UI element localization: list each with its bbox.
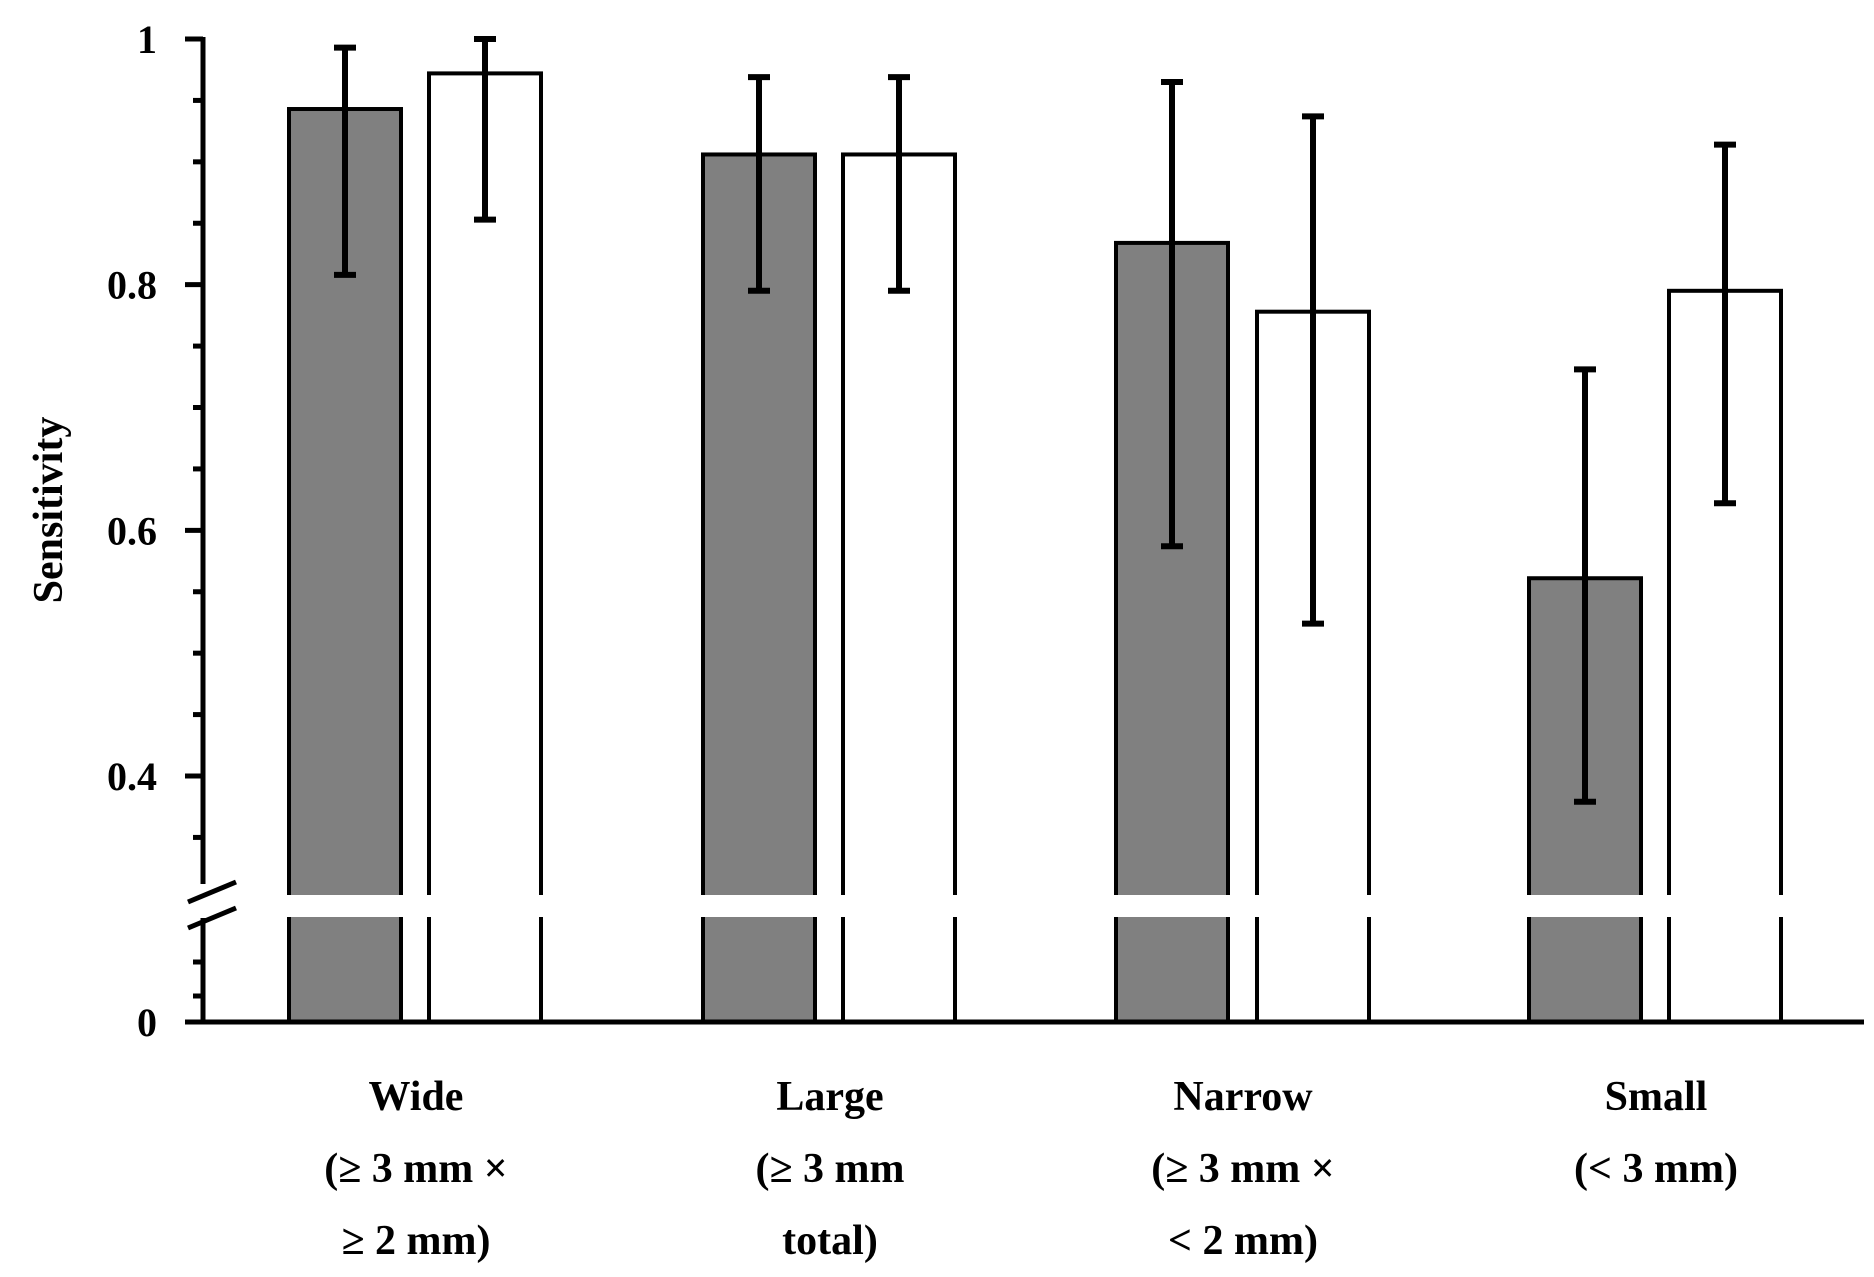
- error-bar-gray-3: [1161, 78, 1183, 550]
- category-label-line: Wide: [369, 1074, 464, 1120]
- category-label-line: Narrow: [1173, 1074, 1313, 1120]
- category-label-line: total): [782, 1218, 878, 1264]
- category-label-1: Wide (≥ 3 mm × ≥ 2 mm): [324, 1074, 507, 1264]
- error-bars-layer: [334, 36, 1736, 805]
- category-label-line: (< 3 mm): [1574, 1146, 1738, 1192]
- error-bar-gray-1: [334, 44, 356, 278]
- error-bar-white-2: [888, 74, 910, 294]
- bars-layer: [287, 71, 1783, 1025]
- category-label-line: Large: [776, 1074, 883, 1120]
- error-bar-white-4: [1714, 141, 1736, 507]
- y-tick-label: 0.8: [107, 263, 157, 308]
- axis-break-slash-1: [187, 879, 237, 905]
- error-bar-gray-2: [748, 74, 770, 294]
- category-label-line: (≥ 3 mm ×: [1151, 1146, 1334, 1192]
- error-bar-gray-4: [1574, 366, 1596, 805]
- y-tick-label: 0.6: [107, 508, 157, 553]
- category-label-line: < 2 mm): [1168, 1218, 1318, 1264]
- axis-break-band: [205, 895, 1845, 917]
- axes-layer: [185, 36, 1864, 1025]
- y-tick-label: 0: [137, 1000, 157, 1045]
- category-label-line: ≥ 2 mm): [341, 1218, 490, 1264]
- axis-break-gap: [205, 895, 1845, 917]
- y-tick-label: 1: [137, 17, 157, 62]
- y-axis-title: Sensitivity: [26, 417, 72, 604]
- category-label-line: (≥ 3 mm: [755, 1146, 904, 1192]
- bar-gray-2: [701, 152, 817, 1025]
- axis-break-slash-2: [187, 905, 237, 931]
- category-label-line: Small: [1605, 1074, 1708, 1120]
- category-label-4: Small (< 3 mm): [1574, 1074, 1738, 1192]
- y-tick-labels: 0 0.4 0.6 0.8 1: [107, 17, 157, 1045]
- x-category-labels: Wide (≥ 3 mm × ≥ 2 mm) Large (≥ 3 mm total) Na…: [324, 1074, 1738, 1264]
- category-label-line: (≥ 3 mm ×: [324, 1146, 507, 1192]
- y-tick-label: 0.4: [107, 754, 157, 799]
- category-label-3: Narrow (≥ 3 mm × < 2 mm): [1151, 1074, 1334, 1264]
- error-bar-white-1: [474, 36, 496, 223]
- bar-white-2: [841, 152, 957, 1025]
- category-label-2: Large (≥ 3 mm total): [755, 1074, 904, 1264]
- error-bar-white-3: [1302, 113, 1324, 627]
